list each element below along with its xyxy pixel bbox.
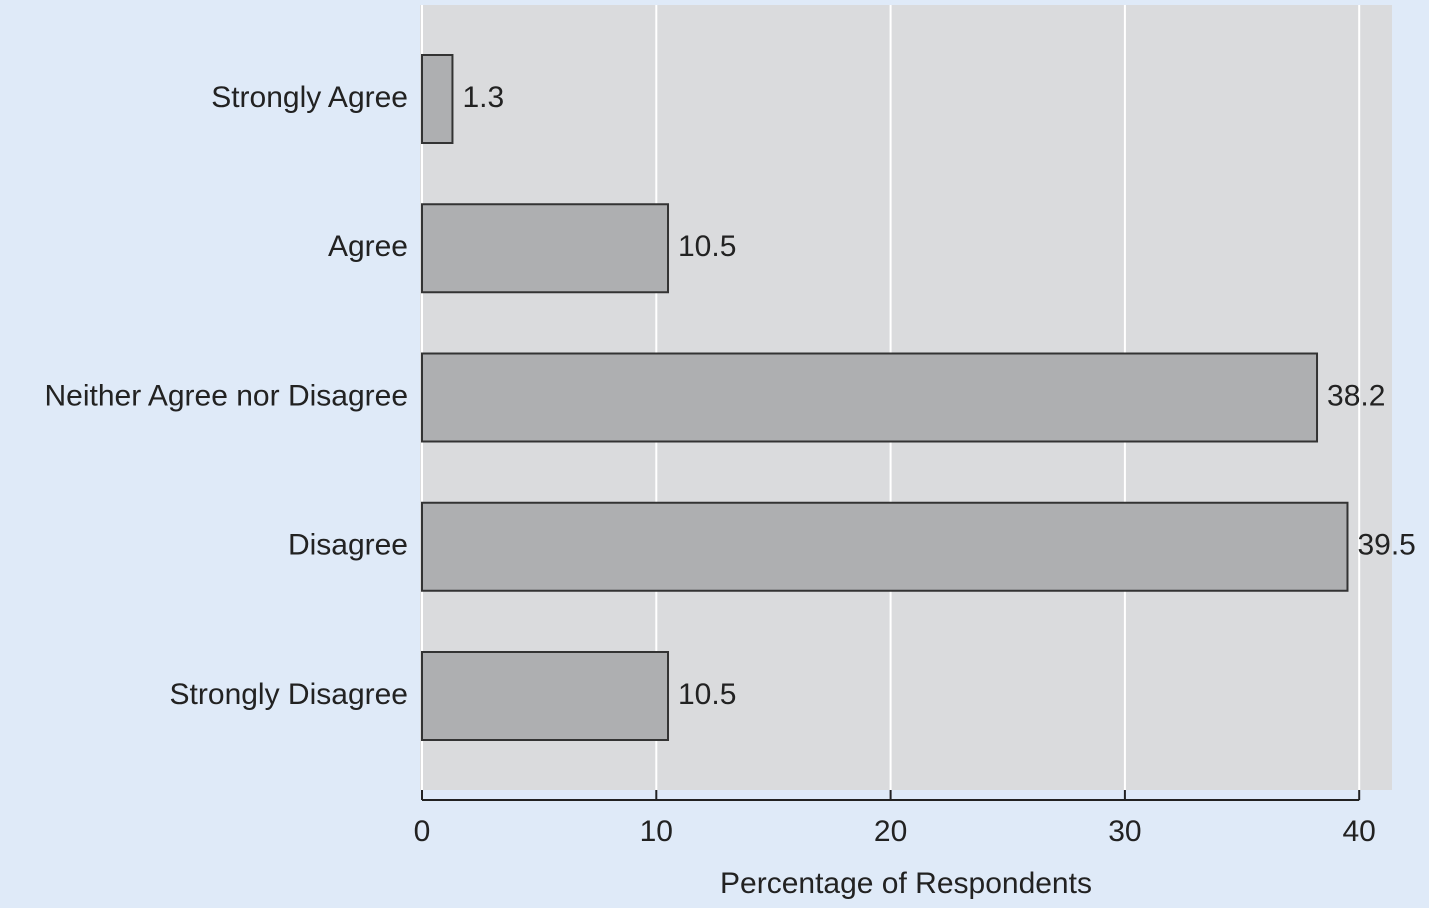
value-label: 10.5 <box>678 230 736 263</box>
y-tick-label: Disagree <box>288 529 408 562</box>
value-label: 38.2 <box>1327 379 1385 412</box>
x-tick-label: 40 <box>1343 815 1376 848</box>
x-tick-label: 30 <box>1108 815 1141 848</box>
bar <box>421 651 670 741</box>
x-tick-label: 0 <box>414 815 431 848</box>
y-tick-label: Agree <box>328 230 408 263</box>
y-tick-label: Strongly Agree <box>211 81 408 114</box>
value-label: 1.3 <box>462 81 504 114</box>
bar <box>421 203 670 294</box>
bar <box>421 352 1319 443</box>
value-label: 10.5 <box>678 678 736 711</box>
value-label: 39.5 <box>1357 529 1415 562</box>
x-tick-label: 10 <box>640 815 673 848</box>
y-tick-label: Neither Agree nor Disagree <box>44 379 408 412</box>
bar <box>421 501 1349 592</box>
x-tick-label: 20 <box>874 815 907 848</box>
bar <box>421 54 454 144</box>
y-tick-label: Strongly Disagree <box>170 678 408 711</box>
x-axis-title: Percentage of Respondents <box>720 867 1092 900</box>
